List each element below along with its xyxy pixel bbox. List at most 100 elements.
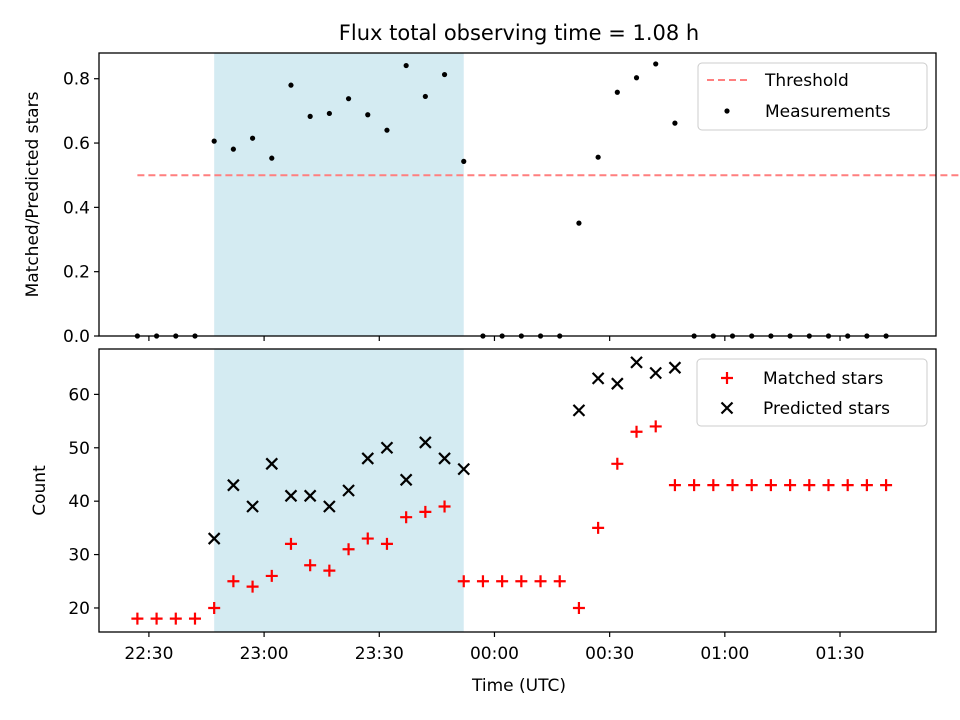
predicted-star-point (591, 372, 605, 385)
x-tick-label: 00:00 (470, 644, 519, 664)
measurement-point (230, 146, 236, 152)
matched-star-point (304, 559, 317, 572)
measurement-point (345, 96, 352, 102)
matched-star-point (246, 580, 259, 593)
matched-star-point (860, 479, 873, 492)
predicted-star-point (380, 441, 394, 455)
legend-threshold-label: Threshold (764, 71, 849, 91)
y-tick-label: 0.6 (63, 134, 90, 154)
predicted-star-point (649, 366, 662, 380)
matched-star-point (188, 612, 201, 625)
ratio-panel: 0.00.20.40.60.8 Matched/Predicted stars … (23, 52, 960, 347)
matched-star-point (668, 479, 681, 492)
measurement-point (441, 71, 448, 78)
ratio-panel-series (134, 61, 960, 339)
matched-star-point (265, 569, 278, 582)
legend-predicted-swatch (720, 401, 734, 415)
legend-measurements-label: Measurements (765, 102, 891, 122)
matched-star-point (496, 575, 509, 588)
matched-star-point (457, 575, 470, 588)
matched-star-point (611, 457, 624, 470)
predicted-star-point (207, 532, 221, 545)
matched-star-point (688, 479, 701, 492)
matched-star-point (880, 479, 893, 492)
measurement-point (249, 135, 256, 141)
matched-star-point (150, 612, 163, 625)
measurement-point (422, 93, 428, 100)
measurement-point (576, 220, 582, 226)
measurement-point (595, 154, 601, 160)
matched-star-point (208, 601, 221, 614)
matched-star-point (649, 420, 662, 433)
predicted-star-point (265, 457, 279, 471)
legend-matched-swatch (721, 372, 733, 384)
measurement-point (633, 75, 640, 81)
count-panel-x-ticks: 22:30 23:00 23:30 00:00 00:30 01:00 01:30 (124, 632, 865, 664)
predicted-star-point (438, 452, 451, 465)
matched-star-point (630, 425, 643, 438)
predicted-star-point (284, 489, 298, 503)
count-panel: 20 30 40 50 60 22:30 23:00 23:30 00:00 00:30 01:0… (30, 348, 937, 696)
measurement-point (269, 155, 275, 161)
y-tick-label: 0.2 (63, 263, 90, 283)
legend-predicted-label: Predicted stars (763, 399, 890, 419)
count-panel-frame (98, 348, 937, 633)
matched-star-point (169, 612, 182, 625)
y-tick-label: 30 (68, 546, 90, 566)
legend-measurements-swatch (724, 108, 730, 114)
x-tick-label: 01:00 (700, 644, 749, 664)
x-tick-label: 01:30 (816, 644, 865, 664)
matched-star-point (803, 479, 816, 492)
ratio-panel-legend: Threshold Measurements (697, 62, 928, 131)
predicted-star-point (630, 356, 643, 369)
matched-star-point (284, 537, 297, 550)
matched-star-point (419, 505, 432, 518)
matched-star-point (592, 521, 605, 534)
predicted-star-point (227, 478, 240, 492)
predicted-star-point (572, 404, 586, 417)
ratio-panel-legend-box (697, 62, 928, 131)
matched-star-point (342, 543, 355, 556)
matched-star-point (534, 575, 547, 588)
predicted-star-point (611, 377, 624, 390)
count-panel-ylabel: Count (30, 465, 50, 516)
matched-star-point (400, 511, 413, 524)
matched-star-point (553, 575, 566, 588)
matched-star-point (515, 575, 528, 588)
y-tick-label: 40 (68, 492, 90, 512)
matched-star-point (764, 479, 777, 492)
y-tick-label: 0.0 (63, 327, 90, 347)
measurement-point (326, 110, 332, 117)
matched-star-point (572, 601, 585, 614)
ratio-panel-y-ticks: 0.0 0.2 0.4 0.6 0.8 (63, 70, 99, 347)
matched-star-point (707, 479, 720, 492)
matched-star-point (380, 537, 393, 550)
matched-star-point (745, 479, 758, 492)
matched-star-point (822, 479, 835, 492)
matched-star-point (726, 479, 739, 492)
y-tick-label: 0.4 (63, 198, 90, 218)
predicted-star-point (668, 361, 682, 374)
matched-star-point (438, 500, 451, 513)
ratio-panel-ylabel: Matched/Predicted stars (23, 91, 43, 297)
predicted-star-point (419, 436, 432, 449)
predicted-star-point (342, 484, 355, 497)
matched-star-point (476, 575, 489, 588)
measurement-point (614, 89, 620, 95)
count-panel-y-ticks: 20 30 40 50 60 (68, 385, 99, 619)
matched-star-point (323, 564, 336, 577)
y-tick-label: 0.8 (63, 70, 90, 90)
matched-star-point (131, 612, 144, 625)
predicted-star-point (457, 462, 471, 476)
y-tick-label: 60 (68, 385, 90, 405)
legend-matched-label: Matched stars (763, 369, 883, 389)
measurement-point (307, 113, 313, 119)
count-panel-series (131, 356, 893, 625)
count-panel-legend: Matched stars Predicted stars (696, 358, 928, 427)
predicted-star-point (399, 473, 413, 487)
ratio-panel-shaded-span (214, 53, 464, 336)
matched-star-point (784, 479, 797, 492)
figure-title: Flux total observing time = 1.08 h (339, 21, 699, 45)
ratio-panel-frame (98, 52, 937, 337)
y-tick-label: 50 (68, 439, 90, 459)
